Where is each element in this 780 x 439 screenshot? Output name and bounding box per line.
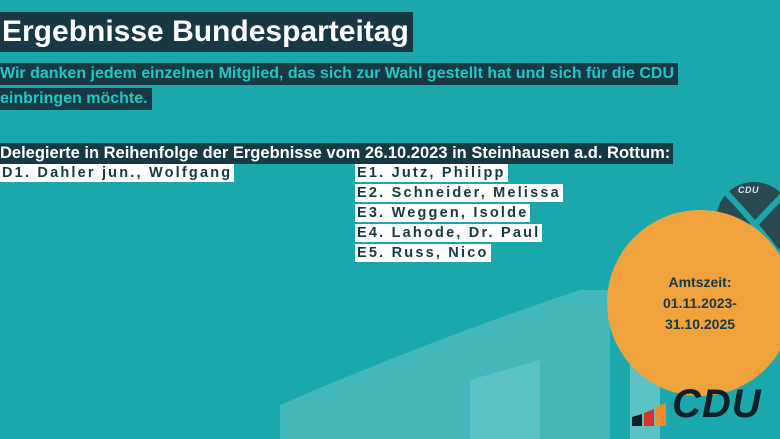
thanks-text-line-2: einbringen möchte. [0, 88, 152, 110]
background-column-shape [470, 360, 540, 439]
term-start: 01.11.2023- [663, 294, 737, 311]
badge-cdu-label: CDU [738, 185, 759, 195]
substitute-entry: E5. Russ, Nico [355, 244, 491, 262]
cdu-logo: CDU [632, 382, 780, 428]
term-circle: Amtszeit: 01.11.2023- 31.10.2025 [607, 210, 780, 396]
substitute-entry: E3. Weggen, Isolde [355, 204, 531, 222]
delegate-entry: D1. Dahler jun., Wolfgang [0, 164, 235, 182]
substitute-entry: E2. Schneider, Melissa [355, 184, 563, 202]
thanks-text-line-1: Wir danken jedem einzelnen Mitglied, das… [0, 63, 679, 85]
term-end: 31.10.2025 [664, 315, 736, 332]
substitute-entry: E1. Jutz, Philipp [355, 164, 508, 182]
cdu-logo-text: CDU [672, 382, 762, 426]
cdu-logo-mark-icon [632, 403, 666, 426]
background-hill-shape [280, 290, 610, 439]
delegates-heading: Delegierte in Reihenfolge der Ergebnisse… [0, 143, 674, 164]
substitute-entry: E4. Lahode, Dr. Paul [355, 224, 543, 242]
term-label: Amtszeit: [668, 273, 732, 290]
page-title: Ergebnisse Bundesparteitag [0, 12, 413, 52]
